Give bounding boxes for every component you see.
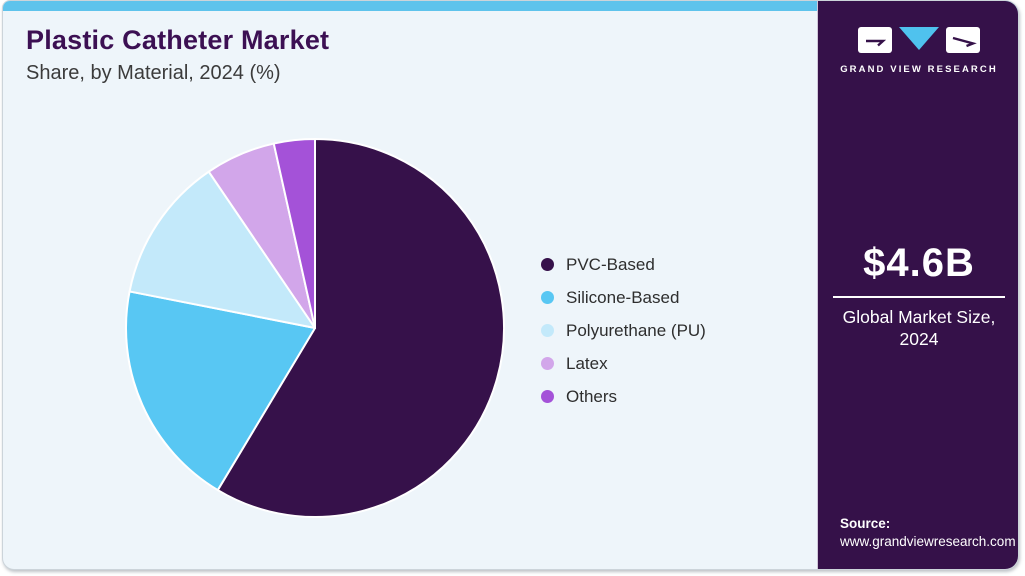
legend-swatch-icon <box>541 357 554 370</box>
legend-item-pvc-based: PVC-Based <box>541 248 706 281</box>
pie-slice-others <box>272 138 316 329</box>
divider <box>833 296 1005 298</box>
market-size-block: $4.6B Global Market Size, 2024 <box>818 241 1018 350</box>
market-size-value: $4.6B <box>863 241 975 285</box>
sidebar: GRAND VIEW RESEARCH $4.6B Global Market … <box>817 1 1018 569</box>
legend-item-others: Others <box>541 380 706 413</box>
pie-chart-svg <box>125 138 506 518</box>
top-accent-strip <box>3 1 1018 11</box>
source-block: Source: www.grandviewresearch.com <box>840 516 1016 549</box>
legend-label: Silicone-Based <box>566 287 680 307</box>
logo-r-mark-icon <box>946 27 980 53</box>
legend-item-latex: Latex <box>541 347 706 380</box>
pie-chart <box>122 135 508 521</box>
chart-legend: PVC-Based Silicone-Based Polyurethane (P… <box>541 248 706 413</box>
gvr-logo: GRAND VIEW RESEARCH <box>818 27 1018 75</box>
page-title: Plastic Catheter Market <box>26 25 330 55</box>
pie-slice-silicone-based <box>125 290 316 492</box>
chart-header: Plastic Catheter Market Share, by Materi… <box>26 25 329 85</box>
legend-label: Polyurethane (PU) <box>566 320 706 340</box>
source-label: Source: <box>840 516 891 531</box>
brand-name: GRAND VIEW RESEARCH <box>840 64 998 75</box>
legend-swatch-icon <box>541 390 554 403</box>
legend-item-silicone-based: Silicone-Based <box>541 281 706 314</box>
logo-v-triangle-icon <box>899 27 939 50</box>
logo-g-mark-icon <box>858 27 892 53</box>
market-size-label: Global Market Size, 2024 <box>842 307 996 349</box>
pie-slice-pvc-based <box>216 138 506 518</box>
legend-swatch-icon <box>541 258 554 271</box>
legend-item-polyurethane: Polyurethane (PU) <box>541 314 706 347</box>
gvr-logo-marks <box>818 27 1018 55</box>
legend-label: PVC-Based <box>566 254 655 274</box>
legend-label: Others <box>566 386 618 406</box>
legend-label: Latex <box>566 353 608 373</box>
source-url: www.grandviewresearch.com <box>840 534 1016 549</box>
pie-slice-polyurethane-pu- <box>128 170 316 329</box>
page-subtitle: Share, by Material, 2024 (%) <box>26 62 281 84</box>
legend-swatch-icon <box>541 291 554 304</box>
legend-swatch-icon <box>541 324 554 337</box>
